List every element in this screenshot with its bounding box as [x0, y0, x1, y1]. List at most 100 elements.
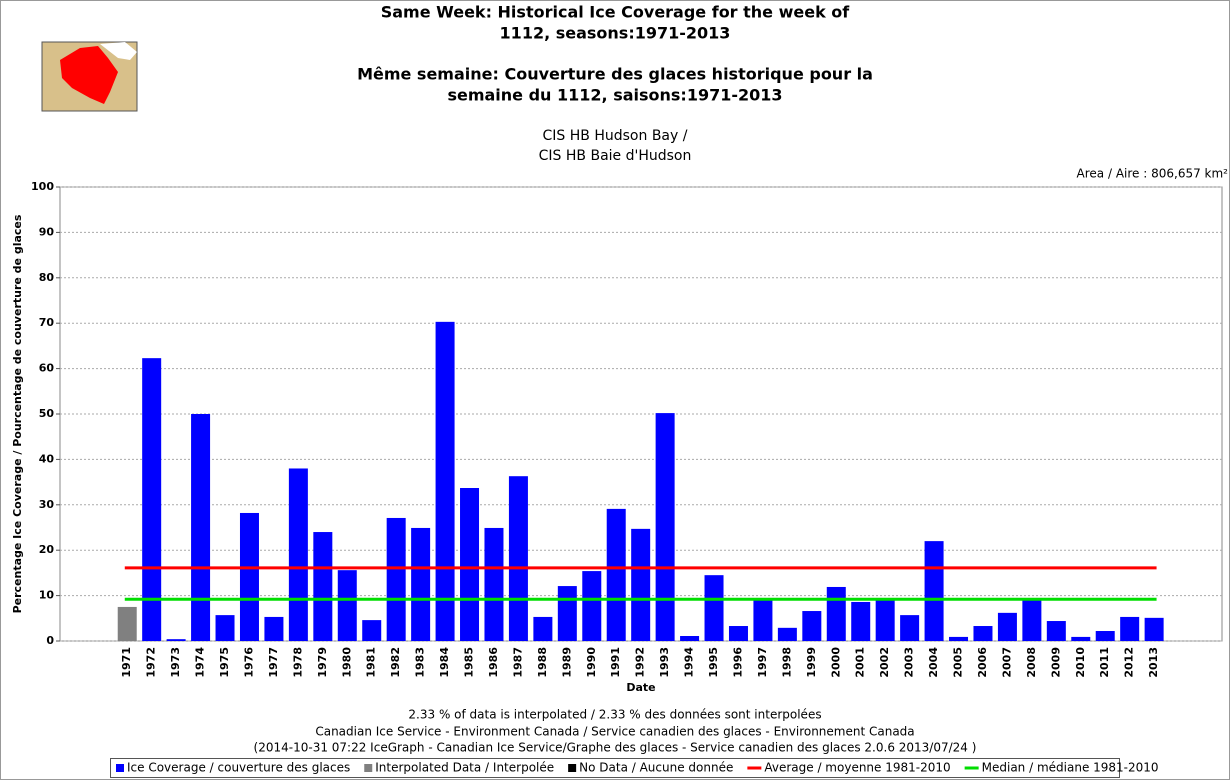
note: (2014-10-31 07:22 IceGraph - Canadian Ic… — [254, 741, 977, 755]
x-tick-label: 1988 — [536, 647, 549, 678]
x-tick-label: 1986 — [487, 647, 500, 678]
bar — [997, 612, 1017, 641]
x-tick-label: 1977 — [267, 647, 280, 678]
legend-swatch — [116, 764, 124, 772]
x-tick-label: 1981 — [365, 647, 378, 678]
y-tick-label: 0 — [46, 634, 54, 647]
legend-label: Average / moyenne 1981-2010 — [764, 761, 950, 775]
x-tick-label: 1978 — [291, 647, 304, 678]
bar — [533, 616, 553, 641]
y-tick-label: 60 — [39, 362, 55, 375]
x-tick-label: 1972 — [145, 647, 158, 678]
x-tick-label: 2005 — [952, 647, 965, 678]
bar — [386, 517, 406, 641]
bar — [460, 488, 480, 641]
note: Canadian Ice Service - Environment Canad… — [315, 725, 914, 739]
bar — [508, 476, 528, 641]
y-tick-label: 40 — [39, 452, 55, 465]
x-axis-label: Date — [626, 681, 655, 694]
bar — [166, 639, 186, 641]
legend-label: Interpolated Data / Interpolée — [375, 761, 554, 775]
bar — [777, 627, 797, 641]
bar — [631, 528, 651, 641]
bar — [826, 586, 846, 641]
bar — [655, 413, 675, 641]
y-tick-label: 80 — [39, 271, 55, 284]
x-tick-label: 1990 — [585, 647, 598, 678]
bar — [1046, 621, 1066, 641]
bar — [875, 600, 895, 641]
y-tick-label: 30 — [39, 498, 55, 511]
bar — [264, 616, 284, 641]
bar — [802, 611, 822, 641]
subtitle: CIS HB Hudson Bay / — [543, 128, 688, 144]
legend — [110, 758, 1120, 778]
x-tick-label: 1991 — [609, 647, 622, 678]
bar — [1022, 600, 1042, 641]
bar — [1120, 616, 1140, 641]
bar — [728, 626, 748, 641]
chart-title: semaine du 1112, saisons:1971-2013 — [447, 86, 782, 105]
x-tick-label: 2009 — [1049, 647, 1062, 678]
x-tick-label: 1984 — [438, 647, 451, 678]
x-tick-label: 1987 — [511, 647, 524, 678]
bar — [753, 600, 773, 641]
chart-title: Même semaine: Couverture des glaces hist… — [357, 65, 873, 84]
bar — [1095, 631, 1115, 641]
bar — [924, 541, 944, 641]
bar — [362, 620, 382, 641]
x-tick-label: 1993 — [658, 647, 671, 678]
bar — [1144, 617, 1164, 641]
x-tick-label: 1979 — [316, 647, 329, 678]
bar — [851, 601, 871, 641]
x-tick-label: 1994 — [683, 647, 696, 678]
bar — [411, 527, 431, 641]
bar — [973, 626, 993, 641]
legend-label: Ice Coverage / couverture des glaces — [127, 761, 350, 775]
x-tick-label: 1997 — [756, 647, 769, 678]
bar — [191, 414, 211, 641]
y-tick-label: 20 — [39, 543, 55, 556]
bar — [239, 512, 259, 641]
x-tick-label: 2006 — [976, 647, 989, 678]
x-tick-label: 1992 — [634, 647, 647, 678]
legend-swatch — [568, 764, 577, 772]
x-tick-label: 1995 — [707, 647, 720, 678]
x-tick-label: 1971 — [120, 647, 133, 678]
y-tick-label: 70 — [39, 316, 55, 329]
x-tick-label: 2010 — [1074, 647, 1087, 678]
x-tick-label: 1974 — [194, 647, 207, 678]
x-tick-label: 2001 — [854, 647, 867, 678]
x-tick-label: 1976 — [242, 647, 255, 678]
x-tick-label: 2012 — [1123, 647, 1136, 678]
x-tick-label: 2011 — [1098, 647, 1111, 678]
bar — [288, 468, 308, 641]
bar — [582, 571, 602, 641]
x-tick-label: 2008 — [1025, 647, 1038, 678]
y-tick-label: 90 — [39, 225, 55, 238]
y-axis-label: Percentage Ice Coverage / Pourcentage de… — [11, 214, 24, 613]
x-tick-label: 2002 — [878, 647, 891, 678]
x-tick-label: 2003 — [903, 647, 916, 678]
bar — [337, 570, 357, 641]
x-tick-label: 1973 — [169, 647, 182, 678]
chart-title: Same Week: Historical Ice Coverage for t… — [381, 3, 851, 22]
x-tick-label: 1985 — [463, 647, 476, 678]
subtitle: CIS HB Baie d'Hudson — [539, 148, 692, 164]
bar — [313, 532, 333, 641]
x-tick-label: 2004 — [927, 647, 940, 678]
x-tick-label: 1998 — [780, 647, 793, 678]
bar — [949, 636, 969, 641]
note: 2.33 % of data is interpolated / 2.33 % … — [408, 708, 821, 722]
y-tick-label: 100 — [31, 180, 54, 193]
x-tick-label: 1989 — [560, 647, 573, 678]
x-tick-label: 1982 — [389, 647, 402, 678]
x-tick-label: 1996 — [731, 647, 744, 678]
region-map — [41, 41, 138, 112]
y-tick-label: 50 — [39, 407, 55, 420]
bar — [704, 575, 724, 641]
bar — [117, 606, 137, 641]
x-tick-label: 1980 — [340, 647, 353, 678]
x-tick-label: 2013 — [1147, 647, 1160, 678]
